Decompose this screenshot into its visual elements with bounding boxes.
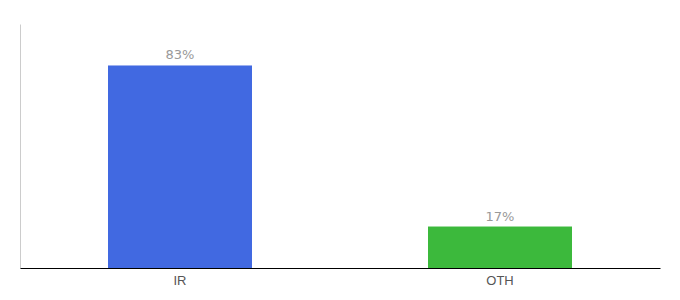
bar	[428, 227, 572, 268]
bar	[108, 65, 252, 268]
bars	[108, 65, 572, 268]
chart: IR OTH 83% 17%	[0, 0, 680, 300]
x-tick-label: IR	[174, 273, 187, 288]
data-label: 17%	[486, 209, 515, 224]
x-tick: OTH	[486, 268, 513, 288]
x-axis: IR OTH	[21, 268, 661, 288]
x-tick-label: OTH	[486, 273, 513, 288]
data-labels: 83% 17%	[166, 47, 515, 223]
x-axis-line	[21, 268, 661, 269]
x-tick: IR	[174, 268, 187, 288]
y-axis	[20, 25, 21, 269]
y-axis-line	[20, 25, 21, 269]
data-label: 83%	[166, 47, 195, 62]
plot: IR OTH 83% 17%	[21, 25, 661, 289]
